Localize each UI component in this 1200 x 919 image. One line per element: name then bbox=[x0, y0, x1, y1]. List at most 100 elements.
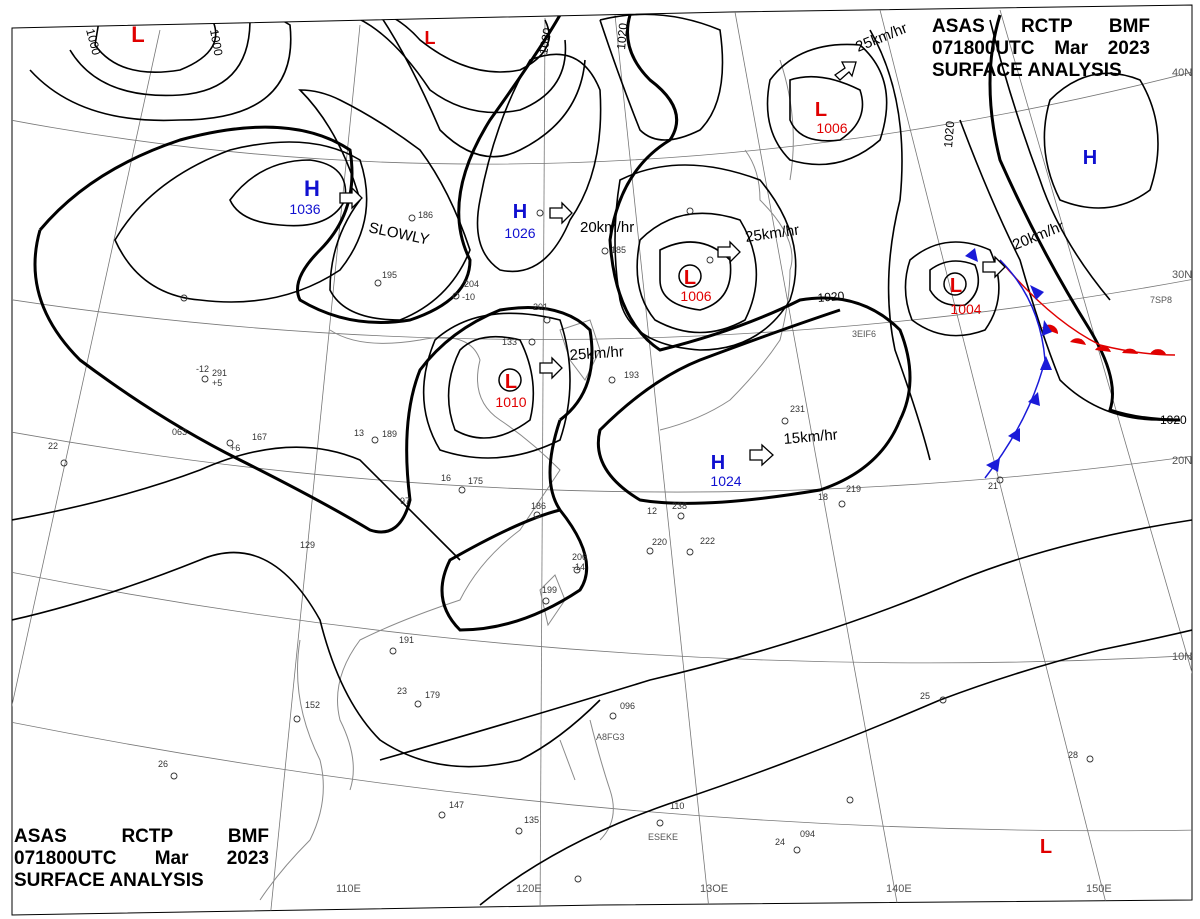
low-center-symbol: L bbox=[1040, 836, 1052, 858]
isobar-label: 1000 bbox=[207, 28, 225, 57]
station-id: ESEKE bbox=[648, 832, 678, 842]
station-plots bbox=[60, 207, 1094, 883]
station-value: +5 bbox=[212, 378, 222, 388]
lat-label: 20N bbox=[1172, 455, 1192, 467]
isobar bbox=[447, 335, 535, 439]
isobar-label: 1020 bbox=[614, 22, 630, 50]
station-value: 189 bbox=[382, 429, 397, 439]
station-value: 238 bbox=[672, 501, 687, 511]
graticule bbox=[12, 9, 1192, 915]
station-value: 179 bbox=[425, 690, 440, 700]
header-line-1: ASAS RCTP BMF bbox=[932, 16, 1150, 38]
station-value: 18 bbox=[818, 492, 828, 502]
coastlines bbox=[259, 59, 794, 901]
isobar bbox=[476, 53, 602, 273]
longitude-line-110e bbox=[269, 24, 361, 915]
isobar-1020 bbox=[440, 419, 589, 632]
motion-arrow-icon bbox=[549, 201, 573, 225]
header-line-1: ASAS RCTP BMF bbox=[14, 826, 269, 848]
low-center-symbol: L bbox=[131, 22, 144, 47]
chart-header-bottom-left: ASAS RCTP BMF 071800UTC Mar 2023 SURFACE… bbox=[14, 826, 269, 892]
isobar bbox=[379, 14, 586, 158]
low-pressure-value: 1010 bbox=[495, 394, 526, 410]
lat-label: 10N bbox=[1172, 651, 1192, 663]
low-center-symbol: L bbox=[425, 28, 436, 48]
station-value: 25 bbox=[920, 691, 930, 701]
header-line-3: SURFACE ANALYSIS bbox=[932, 60, 1150, 82]
motion-label: 20km/hr bbox=[1010, 218, 1067, 254]
isobar bbox=[929, 260, 980, 307]
station-value: 185 bbox=[611, 245, 626, 255]
isobar bbox=[12, 446, 461, 561]
station-value: 129 bbox=[300, 540, 315, 550]
high-pressure-value: 1036 bbox=[289, 201, 320, 217]
latitude-line-10n bbox=[12, 569, 1192, 664]
station-id: 7SP8 bbox=[1150, 295, 1172, 305]
coast-sakhalin bbox=[779, 59, 794, 181]
station-value: 094 bbox=[800, 829, 815, 839]
station-value: -10 bbox=[462, 292, 475, 302]
high-pressure-value: 1024 bbox=[710, 473, 741, 489]
latitude-line-40n bbox=[12, 69, 1192, 165]
warm-front bbox=[999, 259, 1176, 356]
isobars-1020 bbox=[33, 14, 1181, 632]
header-line-2: 071800UTC Mar 2023 bbox=[14, 848, 269, 870]
isobar-1020 bbox=[608, 14, 912, 421]
isobar bbox=[94, 5, 217, 73]
motion-label: 25km/hr bbox=[853, 20, 910, 56]
low-center-symbol: L bbox=[950, 275, 962, 297]
station-value: 133 bbox=[502, 337, 517, 347]
lat-label: 30N bbox=[1172, 269, 1192, 281]
motion-label: 15km/hr bbox=[783, 426, 838, 448]
station-id: A8FG3 bbox=[596, 732, 625, 742]
header-agency-bmf: BMF bbox=[227, 826, 269, 847]
station-value: 206 bbox=[572, 552, 587, 562]
station-value: 231 bbox=[790, 404, 805, 414]
isobar bbox=[959, 119, 1161, 421]
header-time: 071800UTC bbox=[14, 848, 117, 869]
isobar bbox=[229, 159, 347, 227]
isobar bbox=[869, 29, 931, 461]
isobar bbox=[766, 43, 888, 166]
isobar-label: 1020 bbox=[536, 26, 554, 55]
header-title: SURFACE ANALYSIS bbox=[932, 60, 1122, 81]
header-month: Mar bbox=[1054, 38, 1088, 59]
low-pressure-value: 1004 bbox=[950, 301, 981, 317]
station-value: 13 bbox=[354, 428, 364, 438]
header-agency-asas: ASAS bbox=[14, 826, 67, 847]
isobar bbox=[1043, 72, 1159, 209]
isobar-1020 bbox=[33, 229, 594, 534]
station-value: 152 bbox=[305, 700, 320, 710]
station-value: -12 bbox=[196, 364, 209, 374]
cold-front bbox=[965, 248, 1052, 479]
header-title: SURFACE ANALYSIS bbox=[14, 870, 204, 891]
station-value: 096 bbox=[620, 701, 635, 711]
high-center-symbol: H bbox=[1083, 147, 1097, 169]
motion-arrow-icon bbox=[717, 240, 741, 264]
isobar bbox=[379, 519, 1192, 761]
grid-labels: 40N 30N 20N 10N 110E 120E 13OE 140E 150E… bbox=[336, 67, 1192, 895]
pressure-systems: L L H 1036 H 1026 L 1006 L 1006 H L 1004… bbox=[131, 22, 1097, 858]
isobar bbox=[298, 89, 471, 321]
isobar bbox=[69, 5, 251, 97]
station-value: 167 bbox=[252, 432, 267, 442]
station-value: 195 bbox=[382, 270, 397, 280]
high-center-symbol: H bbox=[513, 201, 527, 223]
station-value: 28 bbox=[1068, 750, 1078, 760]
chart-header-top-right: ASAS RCTP BMF 071800UTC Mar 2023 SURFACE… bbox=[932, 16, 1150, 82]
longitude-line-140e bbox=[734, 11, 901, 915]
low-pressure-value: 1006 bbox=[680, 288, 711, 304]
lon-label: 13OE bbox=[700, 883, 728, 895]
lon-label: 120E bbox=[516, 883, 542, 895]
station-value: 222 bbox=[700, 536, 715, 546]
isobar bbox=[614, 164, 797, 351]
station-value: 24 bbox=[775, 837, 785, 847]
station-value: 16 bbox=[441, 473, 451, 483]
motion-label: 25km/hr bbox=[569, 343, 624, 364]
station-value: 147 bbox=[449, 800, 464, 810]
station-value: 110 bbox=[670, 801, 684, 811]
isobar bbox=[904, 241, 1000, 337]
station-value: 219 bbox=[846, 484, 861, 494]
isobar bbox=[422, 312, 571, 459]
station-value: 12 bbox=[647, 506, 657, 516]
